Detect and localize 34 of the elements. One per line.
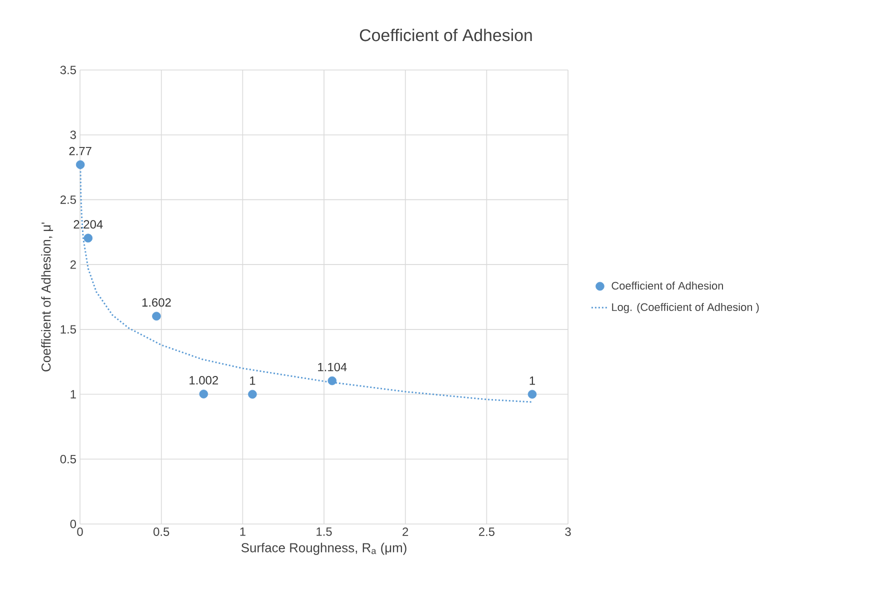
x-axis-title: Surface Roughness, R$_{a}$ (μm) (241, 542, 406, 555)
y-tick-label: 3.5 (60, 66, 76, 74)
x-tick-label: 2 (402, 528, 408, 536)
point (76, 160, 85, 170)
y-tick-label: 2 (70, 260, 76, 269)
legend-label: Log. (Coefficient of Adhesion ) (612, 302, 759, 314)
x-tick-label: 1 (240, 528, 246, 536)
x-tick-label: 0 (77, 528, 83, 536)
point (248, 390, 257, 399)
data-label: 1 (530, 376, 535, 385)
point (84, 234, 93, 242)
data-label: 2.77 (69, 146, 92, 156)
point (152, 312, 161, 321)
legend-label: Coefficient of Adhesion (612, 282, 723, 290)
y-axis-title: Coefficient of Adhesion, μ' (41, 222, 54, 372)
y-tick-label: 1.5 (60, 325, 76, 334)
point (328, 376, 337, 386)
data-label: 1.002 (190, 376, 218, 385)
x-tick-label: 3 (565, 528, 571, 536)
y-tick-label: 0 (70, 520, 76, 528)
data-label: 1.602 (142, 298, 171, 307)
y-tick-label: 0.5 (60, 454, 76, 464)
data-label: 2.204 (74, 220, 103, 229)
point (528, 390, 537, 399)
x-tick-label: 2.5 (478, 528, 494, 536)
y-tick-label: 3 (70, 130, 76, 140)
data-label: 1.104 (318, 362, 347, 372)
x-tick-label: 0.5 (154, 528, 170, 536)
y-tick-label: 2.5 (60, 195, 76, 204)
x-tick-label: 1.5 (316, 528, 332, 536)
chart-title: Coefficient of Adhesion (360, 28, 532, 42)
data-label: 1 (250, 376, 256, 385)
y-tick-label: 1 (70, 390, 76, 398)
point (199, 390, 208, 398)
